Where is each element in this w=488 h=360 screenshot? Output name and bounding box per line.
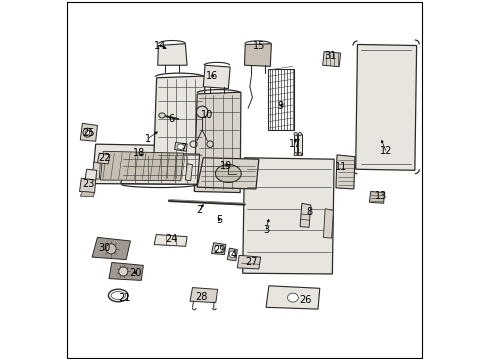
Ellipse shape	[119, 267, 127, 276]
Text: 4: 4	[230, 250, 236, 260]
Polygon shape	[80, 123, 97, 141]
Text: 6: 6	[167, 114, 174, 124]
Text: 1: 1	[144, 134, 150, 144]
Ellipse shape	[228, 251, 235, 257]
Polygon shape	[92, 162, 100, 179]
Polygon shape	[85, 169, 97, 181]
Ellipse shape	[215, 165, 241, 183]
Text: 15: 15	[252, 41, 264, 50]
Polygon shape	[300, 203, 310, 227]
Text: 12: 12	[379, 146, 391, 156]
Polygon shape	[237, 255, 260, 269]
Bar	[267, 69, 293, 130]
Polygon shape	[100, 151, 183, 181]
Polygon shape	[242, 158, 333, 274]
Ellipse shape	[298, 132, 301, 136]
Text: 17: 17	[288, 139, 300, 149]
Text: 16: 16	[205, 71, 218, 81]
Polygon shape	[265, 286, 319, 309]
Text: 23: 23	[82, 179, 95, 189]
Ellipse shape	[83, 128, 92, 137]
Ellipse shape	[298, 153, 301, 156]
Ellipse shape	[287, 293, 298, 302]
Text: 22: 22	[98, 153, 111, 163]
Text: 29: 29	[213, 245, 225, 255]
Polygon shape	[185, 164, 192, 181]
Text: 20: 20	[129, 268, 141, 278]
Polygon shape	[194, 92, 241, 193]
Polygon shape	[322, 51, 340, 67]
Text: 11: 11	[334, 162, 347, 172]
Ellipse shape	[196, 106, 207, 118]
Polygon shape	[109, 262, 143, 280]
Polygon shape	[174, 142, 187, 151]
Polygon shape	[335, 155, 354, 189]
Polygon shape	[154, 234, 187, 246]
Text: 7: 7	[180, 143, 186, 153]
Ellipse shape	[293, 132, 297, 136]
Text: 24: 24	[164, 234, 177, 244]
Polygon shape	[121, 153, 199, 184]
Text: 30: 30	[98, 243, 111, 253]
Polygon shape	[190, 288, 217, 303]
Text: 19: 19	[220, 161, 232, 171]
Ellipse shape	[214, 245, 222, 252]
Text: 28: 28	[195, 292, 207, 302]
Polygon shape	[97, 153, 110, 164]
Text: 9: 9	[277, 102, 283, 112]
Polygon shape	[197, 158, 258, 189]
Text: 8: 8	[305, 207, 311, 217]
Text: 21: 21	[118, 293, 130, 303]
Bar	[298, 134, 301, 155]
Polygon shape	[323, 209, 333, 238]
Polygon shape	[211, 243, 225, 255]
Polygon shape	[227, 248, 237, 261]
Polygon shape	[158, 44, 187, 65]
Polygon shape	[80, 192, 94, 197]
Text: 10: 10	[200, 111, 213, 121]
Text: 27: 27	[245, 257, 257, 267]
Polygon shape	[92, 237, 130, 260]
Polygon shape	[203, 65, 230, 89]
Text: 31: 31	[324, 51, 336, 61]
Ellipse shape	[159, 113, 165, 118]
Ellipse shape	[293, 153, 297, 156]
Text: 18: 18	[132, 148, 144, 158]
Ellipse shape	[106, 244, 116, 254]
Polygon shape	[92, 144, 192, 184]
Text: 3: 3	[263, 225, 268, 235]
Text: 13: 13	[374, 191, 386, 201]
Polygon shape	[80, 178, 96, 193]
Text: 5: 5	[216, 215, 222, 225]
Bar	[293, 134, 297, 155]
Polygon shape	[368, 192, 384, 203]
Ellipse shape	[85, 131, 89, 135]
Text: 25: 25	[82, 129, 95, 138]
Polygon shape	[244, 44, 271, 66]
Text: 26: 26	[299, 295, 311, 305]
Ellipse shape	[177, 144, 184, 149]
Polygon shape	[153, 76, 204, 180]
Text: 2: 2	[196, 206, 203, 216]
Polygon shape	[355, 44, 416, 170]
Text: 14: 14	[154, 41, 166, 50]
